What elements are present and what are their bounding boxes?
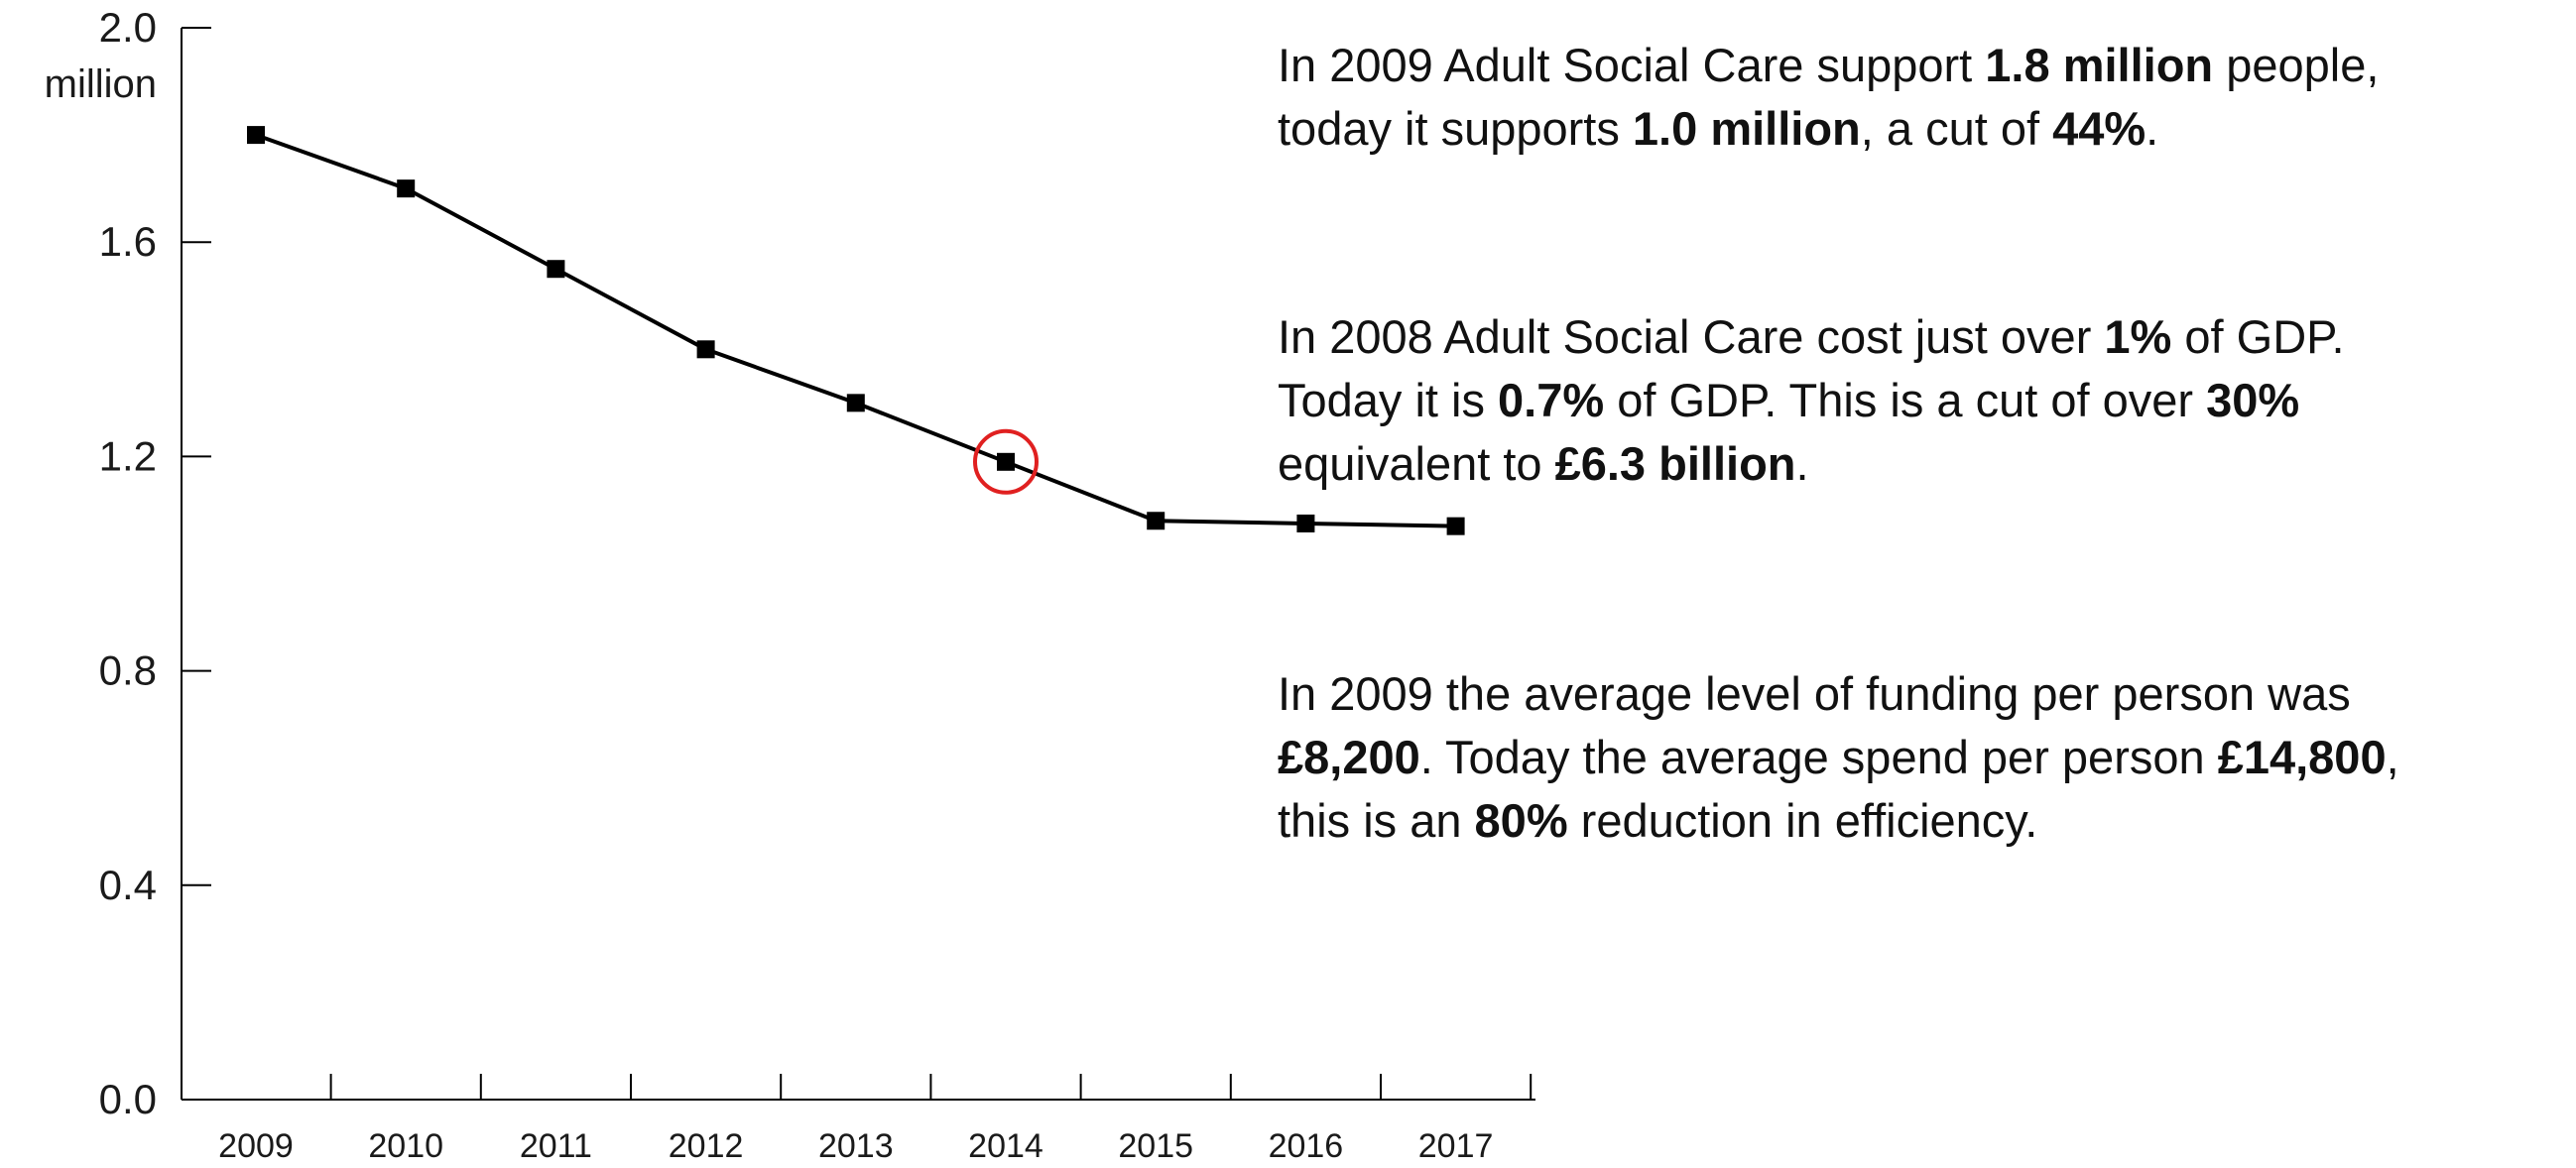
data-point	[547, 260, 565, 279]
y-unit-label: million	[45, 62, 157, 106]
annotation-text: today it supports	[1278, 102, 1633, 155]
annotation-highlight-value: 0.7%	[1498, 374, 1605, 426]
y-tick-label: 0.4	[99, 862, 157, 908]
x-tick-label: 2011	[520, 1127, 592, 1165]
annotation-text: this is an	[1278, 794, 1475, 847]
x-tick-label: 2017	[1418, 1127, 1494, 1165]
annotation-text: In 2009 the average level of funding per…	[1278, 667, 2351, 720]
annotation-text: . Today the average spend per person	[1419, 731, 2218, 783]
annotation-text: Today it is	[1278, 374, 1499, 426]
data-point	[1446, 517, 1465, 535]
y-tick-label: 0.8	[99, 647, 157, 694]
annotation-gdp-cost: In 2008 Adult Social Care cost just over…	[1278, 305, 2345, 496]
annotation-text: ,	[2386, 731, 2399, 783]
data-point	[1147, 512, 1165, 530]
y-tick-label: 1.6	[99, 218, 157, 265]
annotation-highlight-value: 44%	[2052, 102, 2147, 155]
x-tick-label: 2009	[218, 1127, 294, 1165]
annotation-text: people,	[2213, 39, 2380, 91]
data-point	[247, 126, 265, 145]
x-tick-label: 2013	[818, 1127, 894, 1165]
annotation-highlight-value: 80%	[1474, 794, 1568, 847]
y-tick-label: 0.0	[99, 1076, 157, 1122]
x-tick-label: 2014	[968, 1127, 1043, 1165]
x-tick-label: 2016	[1269, 1127, 1344, 1165]
annotation-funding-per-person: In 2009 the average level of funding per…	[1278, 662, 2399, 853]
annotation-text: of GDP. This is a cut of over	[1604, 374, 2207, 426]
annotation-text: .	[2146, 102, 2159, 155]
annotation-text: In 2009 Adult Social Care support	[1278, 39, 1986, 91]
y-axis-ticks: 0.0 0.4 0.8 1.2 1.6 2.0 million	[45, 4, 211, 1122]
x-tick-label: 2015	[1118, 1127, 1193, 1165]
data-point	[997, 452, 1015, 471]
annotation-text: of GDP.	[2171, 310, 2345, 363]
data-point	[696, 340, 715, 359]
series-line	[255, 133, 1456, 528]
y-tick-label: 1.2	[99, 432, 157, 479]
x-axis-ticks: 2009 2010 2011 2012 2013 2014 2015 2016 2017	[218, 1074, 1533, 1165]
annotation-highlight-value: £8,200	[1278, 731, 1420, 783]
data-point	[397, 179, 416, 198]
annotation-text: reduction in efficiency.	[1567, 794, 2038, 847]
annotation-text: equivalent to	[1278, 437, 1555, 490]
annotation-highlight-value: 1.8 million	[1985, 39, 2214, 91]
annotation-highlight-value: £6.3 billion	[1554, 437, 1796, 490]
annotation-text: .	[1795, 437, 1809, 490]
annotation-highlight-value: £14,800	[2217, 731, 2387, 783]
annotation-people-supported: In 2009 Adult Social Care support 1.8 mi…	[1278, 34, 2379, 161]
annotation-text: , a cut of	[1860, 102, 2053, 155]
data-points	[247, 126, 1465, 535]
highlight-marker	[973, 428, 1039, 495]
annotation-text: In 2008 Adult Social Care cost just over	[1278, 310, 2105, 363]
x-tick-label: 2010	[368, 1127, 443, 1165]
data-point	[1296, 514, 1315, 532]
annotation-highlight-value: 30%	[2206, 374, 2300, 426]
annotation-highlight-value: 1.0 million	[1632, 102, 1861, 155]
annotation-highlight-value: 1%	[2104, 310, 2172, 363]
y-tick-label: 2.0	[99, 4, 157, 51]
chart-axes	[181, 28, 1535, 1101]
data-point	[846, 394, 865, 412]
x-tick-label: 2012	[669, 1127, 744, 1165]
